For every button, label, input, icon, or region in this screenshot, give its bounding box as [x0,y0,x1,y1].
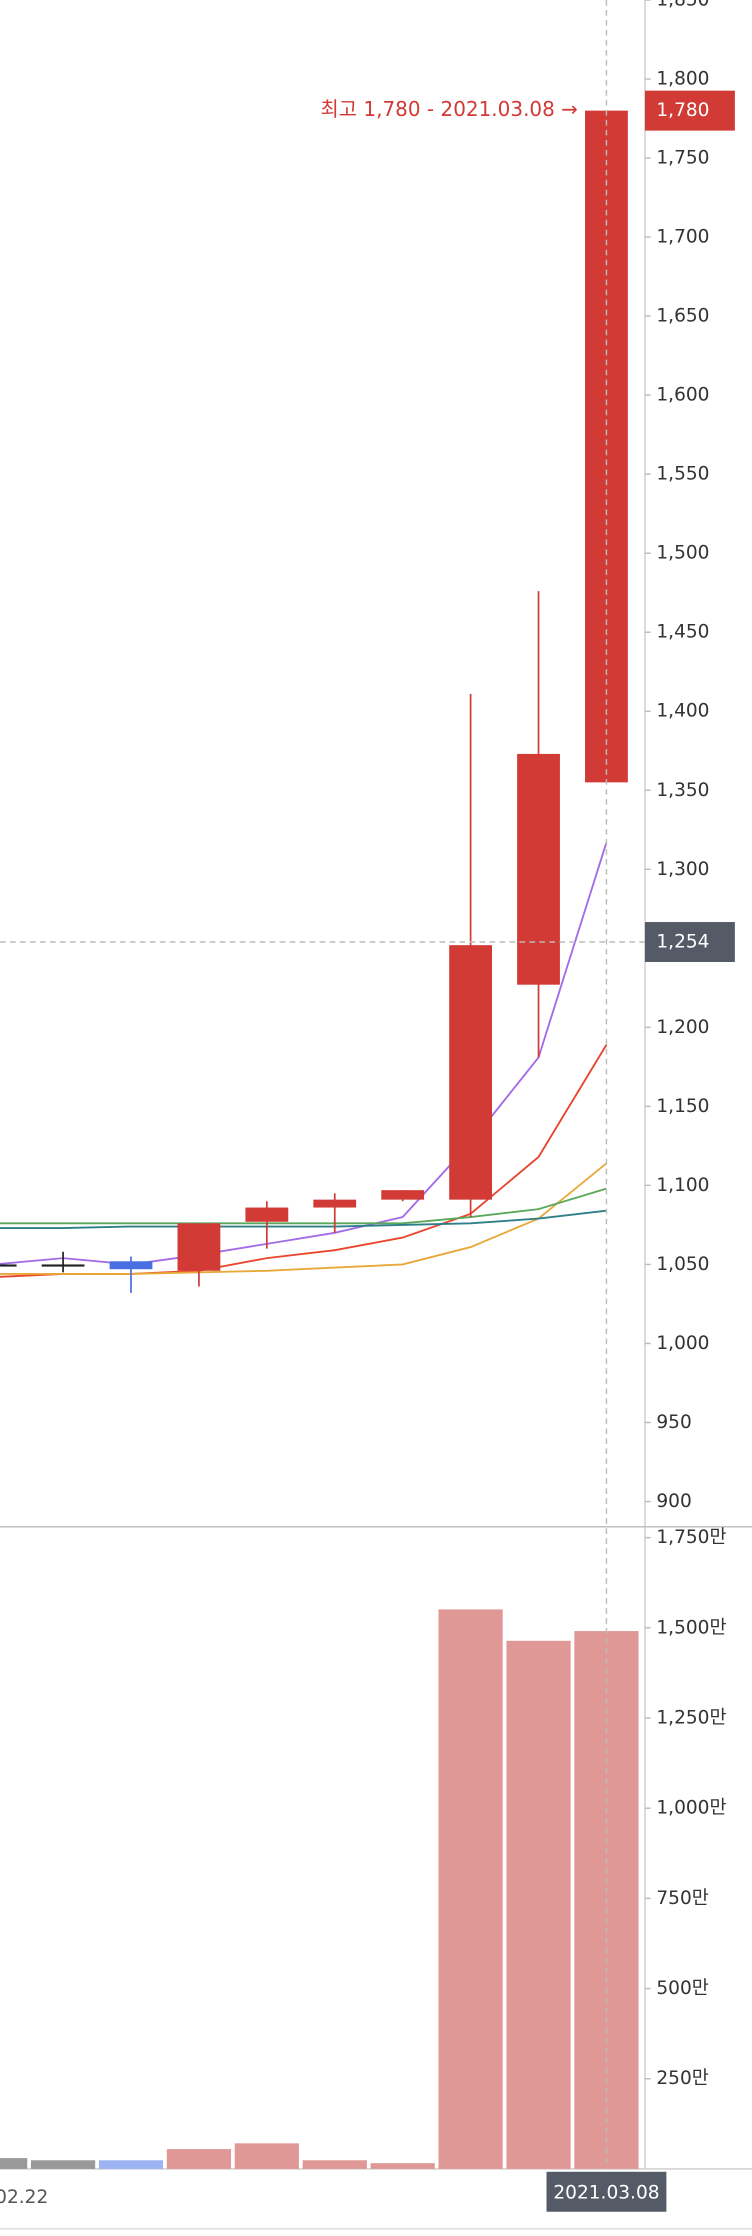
price-marker-label: 1,780 [656,100,709,121]
candle-body [313,1199,357,1208]
volume-bar [302,2160,367,2169]
y-tick-label: 1,050 [656,1254,709,1275]
y-tick-label: 1,000 [656,1333,709,1354]
y-tick-label: 1,000만 [656,1798,726,1819]
candle-body [381,1190,425,1200]
volume-bar [438,1609,503,2169]
x-tick-label: 2021.02.22 [0,2187,48,2208]
y-tick-label: 1,500 [656,543,709,564]
candle-body [41,1264,85,1267]
y-tick-label: 1,150 [656,1096,709,1117]
y-tick-label: 250만 [656,2068,708,2089]
y-tick-label: 1,800 [656,69,709,90]
volume-bar [98,2160,164,2169]
y-tick-label: 1,400 [656,701,709,722]
price-marker [644,90,735,131]
moving-average [0,1187,607,1225]
y-tick-label: 1,450 [656,622,709,643]
price-marker [644,922,735,962]
moving-average [0,1162,608,1275]
y-tick-label: 500만 [656,1978,708,1999]
y-tick-label: 1,500만 [656,1617,726,1638]
moving-average [0,1209,607,1230]
y-tick-label: 750만 [656,1888,708,1909]
candle-body [109,1261,153,1270]
y-tick-label: 1,200 [656,1017,709,1038]
y-tick-label: 1,700 [656,227,709,248]
y-tick-label: 1,650 [656,306,709,327]
volume-bar [0,2158,28,2169]
crosshair-date-box [546,2171,667,2212]
y-tick-label: 950 [656,1412,691,1433]
annotation: 최고 1,780 - 2021.03.08 → [320,97,578,121]
moving-average [0,842,608,1266]
y-tick-label: 1,350 [656,780,709,801]
candle-body [0,1264,17,1267]
y-tick-label: 1,550 [656,464,709,485]
y-tick-label: 1,750 [656,148,709,169]
volume-bar [370,2163,435,2169]
y-tick-label: 1,600 [656,385,709,406]
volume-bar [30,2160,96,2169]
y-tick-label: 1,300 [656,859,709,880]
y-tick-label: 1,100 [656,1175,709,1196]
y-tick-label: 1,850 [656,0,709,11]
candle-body [245,1207,289,1222]
x-tick-label: 2021.03.08 [553,2183,659,2204]
candle-body [449,945,493,1200]
y-tick-label: 1,750만 [656,1527,726,1548]
y-tick-label: 900 [656,1491,691,1512]
moving-average [0,1044,608,1278]
candle-body [177,1223,221,1271]
price-marker-label: 1,254 [656,932,709,953]
volume-bar [166,2149,232,2169]
y-tick-label: 1,250만 [656,1708,726,1729]
plot-area: 2021.02.22 [0,110,639,2208]
volume-bar [234,2143,299,2169]
candle-body [517,753,560,985]
volume-bar [506,1640,571,2169]
